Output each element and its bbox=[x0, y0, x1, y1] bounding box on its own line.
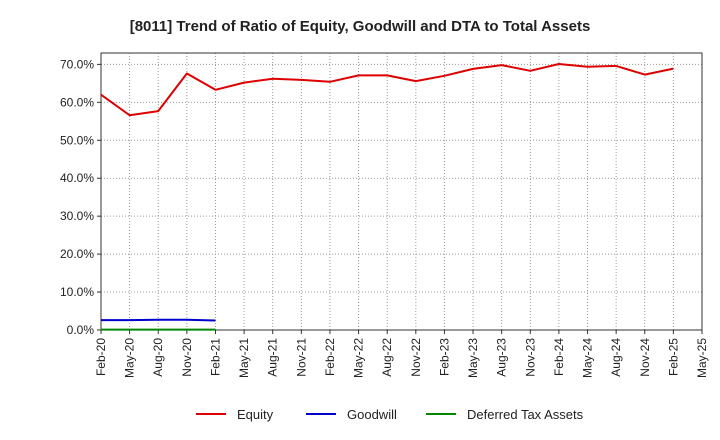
series-line-1 bbox=[101, 318, 216, 322]
series-lines bbox=[100, 63, 674, 331]
legend-label: Deferred Tax Assets bbox=[467, 407, 584, 422]
x-tick-label: May-20 bbox=[123, 338, 137, 378]
x-tick-label: Feb-24 bbox=[552, 338, 566, 376]
grid bbox=[100, 53, 703, 331]
x-tick-label: Nov-23 bbox=[523, 338, 537, 377]
chart-title: [8011] Trend of Ratio of Equity, Goodwil… bbox=[130, 18, 591, 35]
plot-frame bbox=[100, 52, 703, 331]
x-tick-label: Aug-24 bbox=[609, 338, 623, 377]
x-tick-label: Nov-21 bbox=[294, 338, 308, 377]
x-tick-label: Feb-22 bbox=[323, 338, 337, 376]
x-tick-label: Nov-22 bbox=[409, 338, 423, 377]
x-tick-label: May-21 bbox=[237, 338, 251, 378]
x-tick-label: May-22 bbox=[352, 338, 366, 378]
y-tick-label: 50.0% bbox=[60, 133, 94, 147]
y-tick-label: 40.0% bbox=[60, 171, 94, 185]
x-tick-label: Aug-23 bbox=[495, 338, 509, 377]
x-tick-label: Feb-23 bbox=[437, 338, 451, 376]
legend-label: Goodwill bbox=[347, 407, 397, 422]
x-tick-label: Feb-25 bbox=[666, 338, 680, 376]
y-tick-label: 60.0% bbox=[60, 95, 94, 109]
x-tick-label: Feb-21 bbox=[208, 338, 222, 376]
y-tick-label: 0.0% bbox=[67, 323, 95, 337]
x-axis: Feb-20 May-20 Aug-20 Nov-20 Feb-21 May-21 Aug-… bbox=[94, 330, 709, 378]
x-tick-label: Aug-20 bbox=[151, 338, 165, 377]
x-tick-label: Nov-24 bbox=[638, 338, 652, 377]
legend: Equity Goodwill Deferred Tax Assets bbox=[196, 407, 584, 422]
y-tick-label: 30.0% bbox=[60, 209, 94, 223]
x-tick-label: Feb-20 bbox=[94, 338, 108, 376]
legend-label: Equity bbox=[237, 407, 274, 422]
x-tick-label: May-23 bbox=[466, 338, 480, 378]
series-line-0 bbox=[100, 63, 674, 117]
y-axis: 0.0% 10.0% 20.0% 30.0% 40.0% 50.0% 60.0% 70.0% bbox=[60, 57, 101, 337]
x-tick-label: Nov-20 bbox=[180, 338, 194, 377]
x-tick-label: May-24 bbox=[581, 338, 595, 378]
x-tick-label: Aug-21 bbox=[266, 338, 280, 377]
y-tick-label: 10.0% bbox=[60, 285, 94, 299]
x-tick-label: May-25 bbox=[695, 338, 709, 378]
x-tick-label: Aug-22 bbox=[380, 338, 394, 377]
y-tick-label: 70.0% bbox=[60, 57, 94, 71]
y-tick-label: 20.0% bbox=[60, 247, 94, 261]
